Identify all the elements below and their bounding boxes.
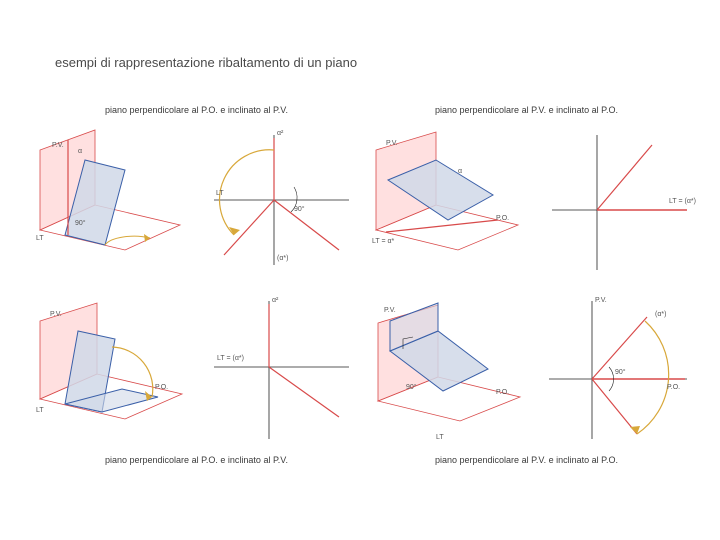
lbl-pv7: P.V. [384, 307, 396, 314]
lbl-90d: 90° [615, 369, 626, 376]
diagram-grid: P.V. α LT 90° LT 90° (α*) α² [30, 120, 690, 450]
diagram-r1c1: P.V. α LT 90° [30, 120, 195, 285]
lbl-po5: P.O. [155, 384, 168, 391]
caption-row1-right: piano perpendicolare al P.V. e inclinato… [435, 105, 618, 115]
lbl-lt7: LT [436, 434, 444, 441]
lbl-po8: P.O. [667, 384, 680, 391]
lbl-lta: LT = α* [372, 238, 394, 245]
caption-row2-left: piano perpendicolare al P.O. e inclinato… [105, 455, 288, 465]
page-title: esempi di rappresentazione ribaltamento … [55, 55, 357, 70]
lbl-alphap: (α*) [277, 255, 288, 262]
diagram-r1c3: P.V. P.O. α LT = α* [368, 120, 533, 285]
lbl-90b: 90° [294, 206, 305, 213]
lbl-a3: α [458, 168, 462, 175]
diagram-r2c3: P.V. P.O. 90° LT [368, 289, 533, 454]
diagram-r2c4: (α*) 90° P.O. P.V. [537, 289, 702, 454]
lbl-ap8: (α*) [655, 311, 666, 318]
lbl-alpha: α [78, 148, 82, 155]
lbl-90: 90° [75, 220, 86, 227]
lbl-lt2: LT [216, 190, 224, 197]
lbl-pv3: P.V. [386, 140, 398, 147]
lbl-lt: LT [36, 235, 44, 242]
lbl-lt5: LT [36, 407, 44, 414]
lbl-a2: α² [277, 130, 283, 137]
lbl-a6: α² [272, 297, 278, 304]
diagram-r2c1: P.V. P.O. LT [30, 289, 195, 454]
lbl-pv: P.V. [52, 142, 64, 149]
lbl-po3: P.O. [496, 215, 509, 222]
lbl-pv8: P.V. [595, 297, 607, 304]
diagram-r1c2: LT 90° (α*) α² [199, 120, 364, 285]
diagram-r1c4: LT = (α*) [537, 120, 702, 285]
caption-row1-left: piano perpendicolare al P.O. e inclinato… [105, 105, 288, 115]
lbl-90c: 90° [406, 384, 417, 391]
lbl-po7: P.O. [496, 389, 509, 396]
lbl-pv5: P.V. [50, 311, 62, 318]
lbl-lt6: LT = (α*) [217, 355, 244, 362]
diagram-r2c2: LT = (α*) α² [199, 289, 364, 454]
caption-row2-right: piano perpendicolare al P.V. e inclinato… [435, 455, 618, 465]
lbl-lt4: LT = (α*) [669, 198, 696, 205]
